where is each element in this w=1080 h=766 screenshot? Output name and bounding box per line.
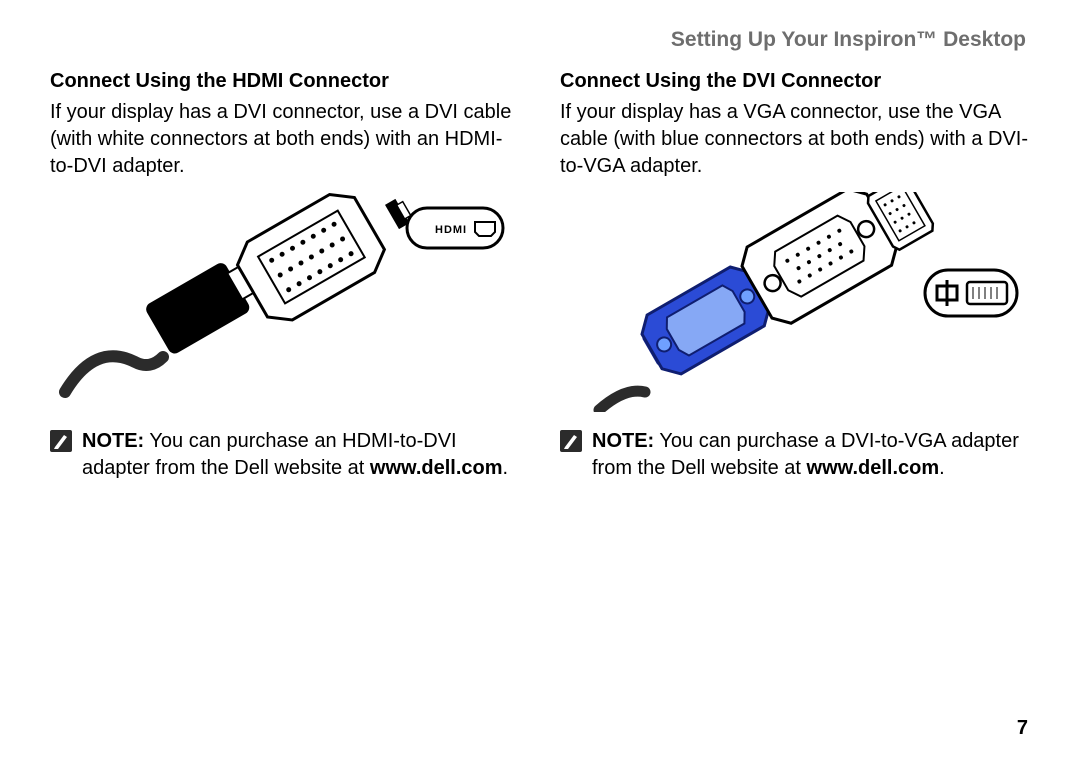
left-note-text: NOTE: You can purchase an HDMI-to-DVI ad… — [82, 428, 520, 482]
hdmi-adapter-diagram-icon: HDMI — [55, 192, 515, 412]
dvi-adapter-diagram-icon — [565, 192, 1025, 412]
note-icon — [560, 430, 582, 457]
page-number: 7 — [1017, 717, 1028, 740]
page-header-title: Setting Up Your Inspiron™ Desktop — [50, 28, 1030, 52]
column-right: Connect Using the DVI Connector If your … — [560, 70, 1030, 482]
right-body-text: If your display has a VGA connector, use… — [560, 99, 1030, 180]
note-icon — [50, 430, 72, 457]
note-body: You can purchase a DVI-to-VGA adapter fr… — [592, 430, 1019, 479]
note-period: . — [503, 457, 509, 479]
right-note: NOTE: You can purchase a DVI-to-VGA adap… — [560, 428, 1030, 482]
note-period: . — [939, 457, 945, 479]
two-column-layout: Connect Using the HDMI Connector If your… — [50, 70, 1030, 482]
right-illustration — [560, 192, 1030, 412]
right-note-text: NOTE: You can purchase a DVI-to-VGA adap… — [592, 428, 1030, 482]
left-illustration: HDMI — [50, 192, 520, 412]
left-note: NOTE: You can purchase an HDMI-to-DVI ad… — [50, 428, 520, 482]
left-body-text: If your display has a DVI connector, use… — [50, 99, 520, 180]
left-section-title: Connect Using the HDMI Connector — [50, 70, 520, 93]
note-link: www.dell.com — [807, 457, 940, 479]
note-label: NOTE: — [82, 430, 144, 452]
right-section-title: Connect Using the DVI Connector — [560, 70, 1030, 93]
document-page: Setting Up Your Inspiron™ Desktop Connec… — [0, 0, 1080, 766]
note-label: NOTE: — [592, 430, 654, 452]
svg-text:HDMI: HDMI — [435, 224, 467, 236]
column-left: Connect Using the HDMI Connector If your… — [50, 70, 520, 482]
note-link: www.dell.com — [370, 457, 503, 479]
